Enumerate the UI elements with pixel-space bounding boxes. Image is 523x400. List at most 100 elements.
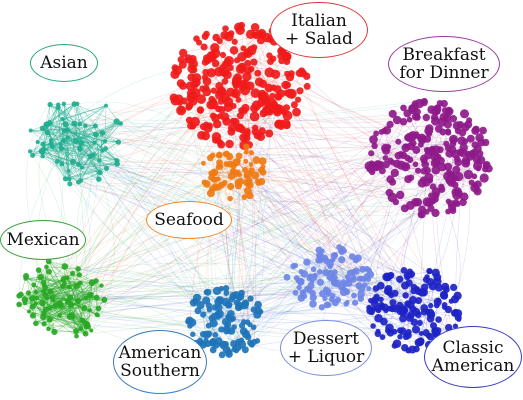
node-classic <box>411 325 421 334</box>
node-breakfast <box>388 109 397 118</box>
node-seafood <box>260 164 266 170</box>
node-italian <box>237 62 247 72</box>
node-italian <box>254 77 264 87</box>
node-breakfast <box>382 146 391 155</box>
inter-cluster-edge <box>213 90 407 337</box>
intra-cluster-edge <box>410 314 434 326</box>
node-italian <box>229 117 237 125</box>
intra-cluster-edge <box>19 294 92 297</box>
intra-cluster-edge <box>42 128 103 134</box>
intra-cluster-edge <box>43 148 91 157</box>
inter-cluster-edge <box>42 155 327 261</box>
node-italian <box>227 30 235 37</box>
node-asian <box>87 153 94 159</box>
node-italian <box>277 123 285 130</box>
intra-cluster-edge <box>73 123 100 180</box>
node-italian <box>244 128 251 135</box>
intra-cluster-edge <box>25 275 44 318</box>
node-italian <box>209 112 217 120</box>
node-mexican <box>51 328 58 336</box>
node-italian <box>179 48 188 58</box>
inter-cluster-edge <box>219 154 453 333</box>
node-amsouth <box>241 346 249 354</box>
inter-cluster-edge <box>46 270 370 299</box>
inter-cluster-edge <box>235 105 257 177</box>
intra-cluster-edge <box>65 163 118 180</box>
node-mexican <box>66 313 74 321</box>
intra-cluster-edge <box>28 299 105 312</box>
node-breakfast <box>427 204 435 213</box>
intra-cluster-edge <box>104 105 107 142</box>
node-asian <box>103 165 110 171</box>
node-breakfast <box>373 160 383 169</box>
node-mexican <box>101 296 108 303</box>
intra-cluster-edge <box>67 277 102 286</box>
cluster-label-dessert-liquor: Dessert + Liquor <box>280 320 372 376</box>
node-breakfast <box>457 136 467 146</box>
node-mexican <box>83 295 89 301</box>
intra-cluster-edge <box>78 134 97 165</box>
node-breakfast <box>479 126 487 135</box>
intra-cluster-edge <box>81 121 117 168</box>
intra-cluster-edge <box>65 124 101 173</box>
node-seafood <box>232 158 241 167</box>
intra-cluster-edge <box>61 148 81 150</box>
node-breakfast <box>408 104 416 113</box>
inter-cluster-edge <box>78 268 447 297</box>
intra-cluster-edge <box>42 103 75 157</box>
node-italian <box>203 121 210 129</box>
node-dessert <box>316 278 324 286</box>
node-classic <box>401 281 409 290</box>
intra-cluster-edge <box>214 172 239 183</box>
node-classic <box>426 314 435 323</box>
node-mexican <box>95 305 102 312</box>
node-amsouth <box>249 342 255 348</box>
inter-cluster-edge <box>225 164 242 341</box>
inter-cluster-edge <box>228 170 254 355</box>
node-dessert <box>322 269 330 277</box>
node-italian <box>265 129 274 138</box>
intra-cluster-edge <box>47 104 51 133</box>
node-mexican <box>39 299 46 307</box>
node-italian <box>235 96 242 103</box>
intra-cluster-edge <box>18 295 77 332</box>
intra-cluster-edge <box>79 148 101 173</box>
node-mexican <box>66 284 72 290</box>
node-asian <box>96 158 102 163</box>
intra-cluster-edge <box>28 311 87 328</box>
node-breakfast <box>444 162 453 171</box>
node-mexican <box>68 301 75 309</box>
node-classic <box>425 332 432 339</box>
intra-cluster-edge <box>86 282 93 325</box>
node-breakfast <box>449 134 458 144</box>
intra-cluster-edge <box>381 131 456 186</box>
node-classic <box>400 266 408 274</box>
intra-cluster-edge <box>63 140 74 162</box>
node-mexican <box>76 272 82 278</box>
intra-cluster-edge <box>61 123 80 165</box>
node-asian <box>102 138 108 144</box>
node-mexican <box>93 294 100 301</box>
inter-cluster-edge <box>35 150 387 293</box>
node-amsouth <box>208 314 216 322</box>
node-seafood <box>203 180 211 188</box>
intra-cluster-edge <box>81 163 118 168</box>
node-italian <box>196 106 205 114</box>
inter-cluster-edge <box>77 101 230 157</box>
node-classic <box>424 274 430 280</box>
node-italian <box>252 31 260 40</box>
node-asian <box>44 129 51 136</box>
node-breakfast <box>482 138 490 147</box>
cluster-label-asian: Asian <box>30 44 98 82</box>
intra-cluster-edge <box>80 172 101 181</box>
inter-cluster-edge <box>78 164 390 193</box>
intra-cluster-edge <box>48 297 53 329</box>
node-asian <box>65 135 70 140</box>
node-classic <box>416 319 423 327</box>
node-breakfast <box>445 129 452 136</box>
intra-cluster-edge <box>71 310 90 316</box>
intra-cluster-edge <box>49 104 118 162</box>
inter-cluster-edge <box>69 316 228 325</box>
intra-cluster-edge <box>228 305 243 326</box>
inter-cluster-edge <box>85 291 348 334</box>
